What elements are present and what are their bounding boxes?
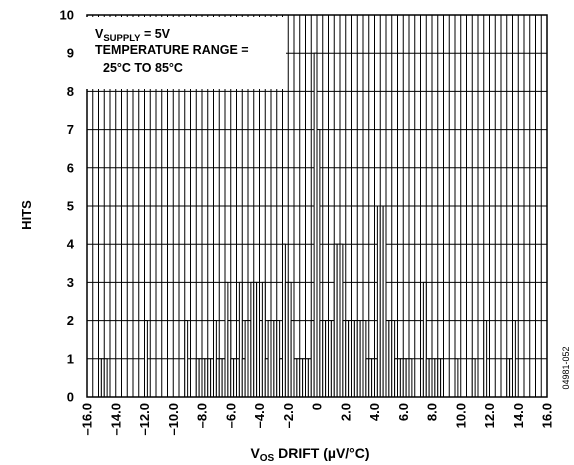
bars: [98, 52, 516, 398]
x-tick-label: 8.0: [425, 403, 440, 421]
x-tick-label: –16.0: [80, 403, 95, 436]
x-tick-label: 14.0: [511, 403, 526, 428]
y-tick-label: 0: [67, 390, 74, 405]
x-tick-label: 4.0: [367, 403, 382, 421]
x-tick-label: –6.0: [223, 403, 238, 428]
histogram-bar: [471, 358, 476, 398]
histogram-bar: [408, 358, 413, 398]
x-tick-label: 6.0: [396, 403, 411, 421]
y-tick-label: 6: [67, 160, 74, 175]
x-tick-label: 16.0: [540, 403, 555, 428]
annotation-supply: VSUPPLY = 5V: [95, 27, 171, 44]
x-tick-label: –8.0: [195, 403, 210, 428]
annotation-temp-range: TEMPERATURE RANGE =: [95, 43, 249, 57]
y-tick-label: 2: [67, 313, 74, 328]
histogram-bar: [184, 320, 189, 398]
annotation-box: [86, 17, 286, 89]
y-tick-labels: 0 1 2 3 4 5 6 7 8 9 10: [60, 8, 75, 405]
y-tick-label: 8: [67, 84, 74, 99]
x-axis-title: VOS DRIFT (µV/°C): [250, 445, 369, 464]
x-tick-label: 0: [310, 403, 325, 410]
x-tick-label: 12.0: [482, 403, 497, 428]
y-tick-label: 3: [67, 275, 74, 290]
histogram-bar: [144, 320, 148, 398]
histogram-bar: [103, 358, 108, 398]
y-tick-label: 7: [67, 122, 74, 137]
annotation-temp-values: 25°C TO 85°C: [103, 61, 183, 75]
x-tick-label: 2.0: [338, 403, 353, 421]
x-tick-label: –10.0: [166, 403, 181, 436]
x-tick-label: –4.0: [252, 403, 267, 428]
histogram-bar: [454, 358, 459, 398]
histogram-bar: [512, 320, 516, 398]
x-tick-labels: –16.0 –14.0 –12.0 –10.0 –8.0 –6.0 –4.0 –2.0 0 2.0…: [80, 403, 555, 436]
y-tick-label: 10: [60, 8, 74, 23]
y-tick-label: 9: [67, 46, 74, 61]
x-tick-label: –12.0: [137, 403, 152, 436]
x-tick-label: –14.0: [108, 403, 123, 436]
figure-id: 04981-052: [561, 346, 571, 389]
y-axis-title: HITS: [19, 200, 34, 230]
histogram-bar: [440, 358, 444, 398]
histogram-bar: [483, 320, 488, 398]
x-tick-label: –2.0: [281, 403, 296, 428]
x-tick-label: 10.0: [453, 403, 468, 428]
y-tick-label: 4: [67, 237, 75, 252]
y-tick-label: 1: [67, 351, 74, 366]
plot-frame: [86, 14, 548, 398]
y-tick-label: 5: [67, 199, 74, 214]
